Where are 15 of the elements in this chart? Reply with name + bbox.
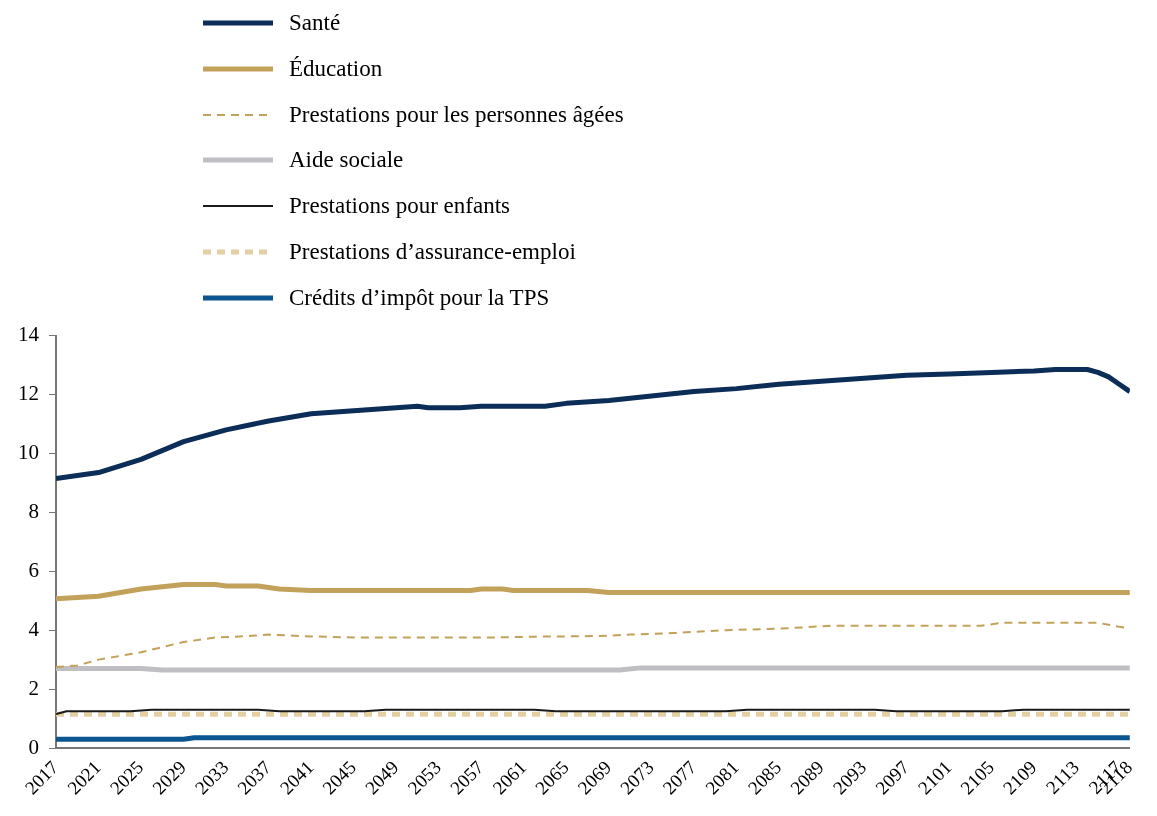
legend-label: Aide sociale xyxy=(289,147,404,174)
y-tick-label: 14 xyxy=(18,322,40,347)
y-tick-label: 4 xyxy=(28,616,40,641)
y-tick-label: 2 xyxy=(28,675,39,700)
legend-label: Crédits d’impôt pour la TPS xyxy=(289,284,550,311)
legend-label: Prestations d’assurance-emploi xyxy=(289,239,576,266)
y-tick-label: 8 xyxy=(28,498,39,523)
y-tick-label: 6 xyxy=(28,557,39,582)
y-tick-label: 10 xyxy=(18,439,39,464)
y-tick-label: 12 xyxy=(18,381,39,406)
legend-label: Santé xyxy=(289,10,341,36)
legend-label: Éducation xyxy=(289,55,383,82)
y-tick-label: 0 xyxy=(28,734,39,759)
legend-label: Prestations pour les personnes âgées xyxy=(289,101,624,128)
legend-label: Prestations pour enfants xyxy=(289,193,511,220)
